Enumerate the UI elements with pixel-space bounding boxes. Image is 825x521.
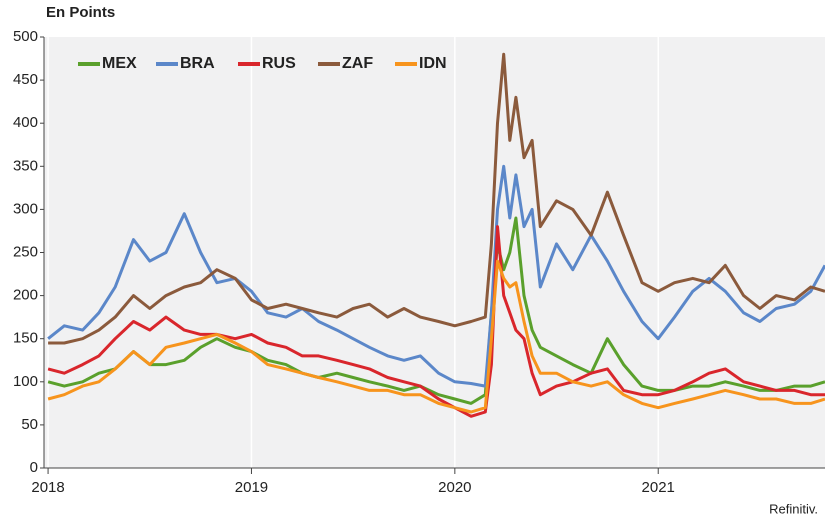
y-tick-label: 100 [13,373,38,390]
series-line [47,216,825,405]
legend-label: ZAF [342,55,373,72]
y-tick-label: 350 [13,157,38,174]
y-tick-label: 0 [30,459,38,476]
series-line [47,164,825,388]
x-tick-label: 2020 [438,479,471,496]
plot-background [44,37,825,468]
plot-lines [47,52,825,418]
legend-label: IDN [419,55,447,72]
x-tick-label: 2021 [642,479,675,496]
y-tick-label: 200 [13,287,38,304]
y-tick-label: 300 [13,200,38,217]
y-tick-label: 500 [13,28,38,45]
legend-label: BRA [180,55,215,72]
y-tick-label: 400 [13,114,38,131]
y-tick-label: 450 [13,71,38,88]
x-tick-label: 2019 [235,479,268,496]
series-line [47,259,825,414]
y-tick-label: 250 [13,243,38,260]
unit-label: En Points [46,4,115,21]
series-line [47,225,825,418]
x-tick-label: 2018 [31,479,64,496]
legend-label: MEX [102,55,137,72]
y-tick-label: 150 [13,330,38,347]
series-line [48,52,825,345]
y-tick-label: 50 [21,416,38,433]
source: Refinitiv. [769,501,818,516]
legend-label: RUS [262,55,296,72]
